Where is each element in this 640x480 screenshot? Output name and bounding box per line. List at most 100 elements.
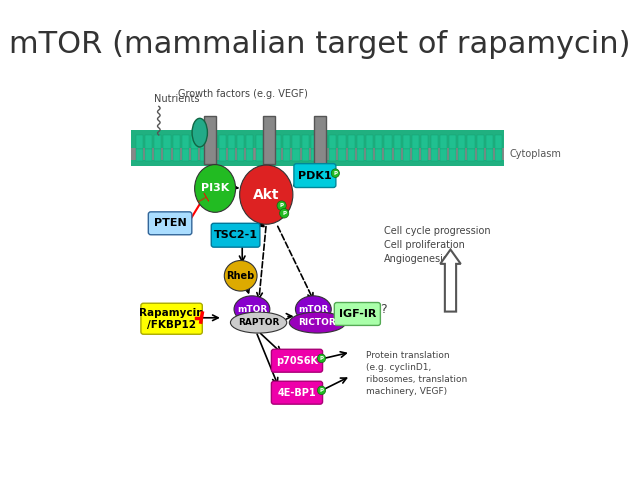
Text: IGF-IR: IGF-IR [339, 309, 376, 319]
Bar [237, 149, 244, 161]
Bar [265, 149, 272, 161]
Bar [366, 149, 373, 161]
Bar [182, 149, 189, 161]
Bar [375, 149, 383, 161]
Bar [449, 135, 456, 149]
Bar [265, 135, 272, 149]
Bar [486, 135, 493, 149]
Bar [200, 149, 207, 161]
Bar [421, 149, 429, 161]
Bar [467, 135, 474, 149]
Bar [173, 149, 180, 161]
Bar [145, 135, 152, 149]
Text: Nutrients: Nutrients [154, 94, 199, 104]
Text: ⊣: ⊣ [195, 190, 212, 208]
Bar [357, 149, 364, 161]
Bar [274, 149, 281, 161]
Bar [182, 135, 189, 149]
Bar [357, 135, 364, 149]
Bar [421, 135, 429, 149]
Bar [314, 116, 326, 164]
Ellipse shape [195, 165, 236, 212]
Text: RICTOR: RICTOR [299, 318, 336, 327]
Bar [191, 135, 198, 149]
Bar [246, 149, 253, 161]
Bar [255, 149, 262, 161]
FancyBboxPatch shape [211, 223, 260, 247]
Bar [394, 135, 401, 149]
Bar [301, 135, 308, 149]
Bar [136, 149, 143, 161]
Bar [283, 149, 291, 161]
Bar [348, 135, 355, 149]
Text: PI3K: PI3K [201, 183, 229, 193]
Bar [458, 149, 465, 161]
Bar [495, 149, 502, 161]
Bar [431, 135, 438, 149]
Bar [385, 135, 392, 149]
Bar [204, 116, 216, 164]
Bar [449, 149, 456, 161]
FancyArrow shape [440, 250, 461, 312]
Bar [320, 135, 327, 149]
Bar [394, 149, 401, 161]
Bar [477, 135, 484, 149]
FancyBboxPatch shape [334, 302, 380, 325]
Bar [292, 135, 300, 149]
Bar [467, 149, 474, 161]
Text: mTOR: mTOR [237, 305, 267, 314]
Bar [495, 135, 502, 149]
Ellipse shape [239, 165, 293, 224]
Bar [131, 148, 504, 161]
Ellipse shape [332, 169, 339, 178]
Text: RAPTOR: RAPTOR [238, 318, 279, 327]
Bar [200, 135, 207, 149]
Bar [329, 135, 337, 149]
Bar [274, 135, 281, 149]
Bar [348, 149, 355, 161]
Bar [131, 135, 504, 149]
Bar [366, 135, 373, 149]
Text: ?: ? [339, 302, 346, 315]
Bar [173, 135, 180, 149]
FancyBboxPatch shape [271, 349, 323, 372]
Bar [292, 149, 300, 161]
Bar [262, 116, 275, 164]
Bar [163, 149, 171, 161]
Ellipse shape [192, 118, 207, 147]
Bar [431, 149, 438, 161]
Bar [209, 149, 216, 161]
Bar [385, 149, 392, 161]
Bar [329, 149, 337, 161]
Bar [311, 149, 318, 161]
Text: Cell cycle progression
Cell proliferation
Angiogenesis: Cell cycle progression Cell proliferatio… [384, 226, 491, 264]
Bar [246, 135, 253, 149]
Ellipse shape [230, 312, 287, 333]
FancyBboxPatch shape [141, 303, 202, 334]
Bar [209, 135, 216, 149]
Bar [283, 135, 291, 149]
Text: PDK1: PDK1 [298, 170, 332, 180]
Text: p70S6K: p70S6K [276, 356, 318, 366]
Text: Cytoplasm: Cytoplasm [509, 149, 561, 159]
Bar [320, 149, 327, 161]
Ellipse shape [289, 312, 346, 333]
Bar [403, 135, 410, 149]
Ellipse shape [317, 354, 326, 363]
Text: 4E-BP1: 4E-BP1 [278, 388, 316, 398]
Bar [191, 149, 198, 161]
Bar [301, 149, 308, 161]
FancyBboxPatch shape [294, 164, 336, 188]
Bar [228, 149, 235, 161]
Bar [339, 149, 346, 161]
Bar [375, 135, 383, 149]
Bar [163, 135, 171, 149]
Bar [403, 149, 410, 161]
Text: P: P [319, 388, 324, 393]
Bar [131, 160, 504, 166]
Ellipse shape [317, 386, 326, 395]
Text: mTOR (mammalian target of rapamycin): mTOR (mammalian target of rapamycin) [9, 30, 631, 59]
Bar [131, 130, 504, 136]
Text: ?: ? [380, 302, 387, 315]
FancyBboxPatch shape [148, 212, 192, 235]
